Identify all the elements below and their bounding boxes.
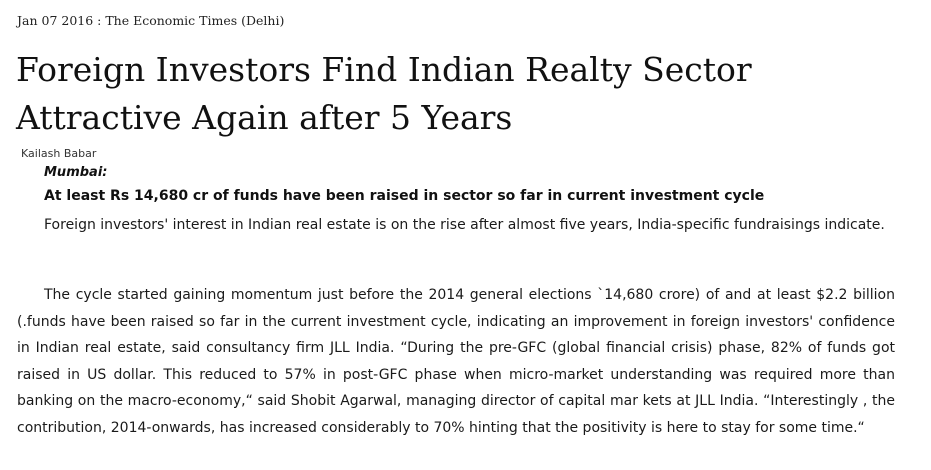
byline: Kailash Babar bbox=[21, 147, 97, 160]
headline: Foreign Investors Find Indian Realty Sec… bbox=[16, 50, 752, 137]
strap-subheading: At least Rs 14,680 cr of funds have been… bbox=[44, 188, 765, 204]
location-tag: Mumbai: bbox=[44, 165, 108, 180]
dateline: Jan 07 2016 : The Economic Times (Delhi) bbox=[17, 13, 285, 28]
body-paragraph-2: The cycle started gaining momentum just … bbox=[17, 287, 895, 436]
body-paragraph-1: Foreign investors' interest in Indian re… bbox=[44, 217, 885, 233]
